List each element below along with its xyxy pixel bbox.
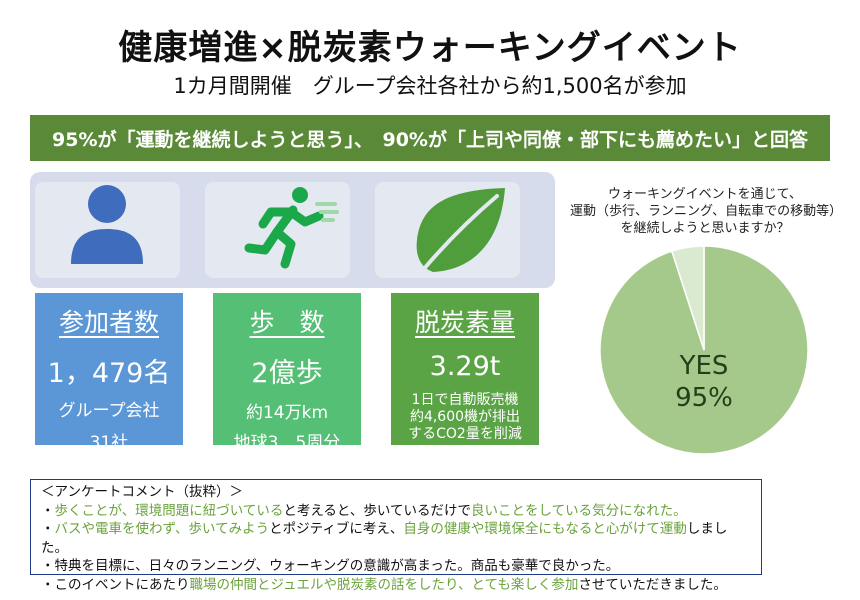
comment-bullet: ・ <box>41 502 55 519</box>
pie-slice-other <box>670 245 705 351</box>
comment-text: ・このイベントにあたり <box>41 576 190 593</box>
carbon-note-2: 約4,600機が排出 <box>409 409 521 425</box>
carbon-note-1: 1日で自動販売機 <box>411 392 519 408</box>
page-subtitle: 1カ月間開催 グループ会社各社から約1,500名が参加 <box>173 74 687 98</box>
participants-note-2: 31社 <box>89 433 129 453</box>
result-banner: 95%が「運動を継続しようと思う」、 90%が「上司や同僚・部下にも薦めたい」と… <box>30 115 830 161</box>
comment-bullet: ・ <box>41 521 55 537</box>
steps-label: 歩 数 <box>249 308 325 337</box>
comment-text: させていただきました。 <box>578 576 727 593</box>
survey-pie-chart: YES 95% <box>599 245 809 455</box>
result-banner-text: 95%が「運動を継続しようと思う」、 90%が「上司や同僚・部下にも薦めたい」と… <box>52 128 808 151</box>
page-title: 健康増進×脱炭素ウォーキングイベント <box>118 28 742 68</box>
comment-text: と考えると、歩いているだけで <box>283 502 471 519</box>
steps-value: 2億歩 <box>251 358 323 389</box>
carbon-icon-tile <box>375 182 520 278</box>
survey-question-line-2: 運動（歩行、ランニング、自転車での移動等） <box>570 204 843 219</box>
participants-card: 参加者数 1，479名 グループ会社 31社 <box>35 293 183 453</box>
comment-text: しました。 <box>41 521 728 556</box>
participants-label: 参加者数 <box>58 308 159 337</box>
comment-highlight: 歩くことが、環境問題に紐づいている <box>54 502 284 519</box>
survey-question-line-1: ウォーキングイベントを通じて、 <box>608 187 802 202</box>
comment-highlight: 良いことをしている気分になれた。 <box>470 502 687 519</box>
comment-highlight: バスや電車を使わず、歩いてみよう <box>54 521 270 537</box>
carbon-label: 脱炭素量 <box>414 308 515 337</box>
survey-comments-box: ＜アンケートコメント（抜粋）＞ ・歩くことが、環境問題に紐づいていると考えると、… <box>30 479 762 593</box>
pie-answer-label: YES <box>679 351 729 381</box>
participants-icon-tile <box>35 182 180 278</box>
carbon-card: 脱炭素量 3.29t 1日で自動販売機 約4,600機が排出 するCO2量を削減 <box>391 293 539 445</box>
comment-item: ・バスや電車を使わず、歩いてみようとポジティブに考え、自身の健康や環境保全にもな… <box>41 520 751 557</box>
participants-note-1: グループ会社 <box>58 401 160 421</box>
steps-note-1: 約14万km <box>245 403 329 423</box>
comment-item: ・このイベントにあたり職場の仲間とジュエルや脱炭素の話をしたり、とても楽しく参加… <box>41 576 751 595</box>
pie-answer-percent: 95% <box>675 383 733 413</box>
comment-highlight: 自身の健康や環境保全にもなると心がけて運動 <box>403 521 687 537</box>
participants-value: 1，479名 <box>47 358 171 389</box>
comment-highlight: 職場の仲間とジュエルや脱炭素の話をしたり、とても楽しく参加 <box>189 576 579 593</box>
steps-card: 歩 数 2億歩 約14万km 地球3．5周分 <box>213 293 361 453</box>
leaf-icon <box>416 188 505 272</box>
comment-item: ・特典を目標に、日々のランニング、ウォーキングの意識が高まった。商品も豪華で良か… <box>41 558 620 574</box>
comment-text: とポジティブに考え、 <box>269 521 404 537</box>
steps-note-2: 地球3．5周分 <box>233 433 341 453</box>
carbon-note-3: するCO2量を削減 <box>408 426 522 442</box>
comment-item: ・歩くことが、環境問題に紐づいていると考えると、歩いているだけで良いことをしてい… <box>41 502 751 521</box>
person-icon <box>71 185 143 264</box>
survey-question: ウォーキングイベントを通じて、 運動（歩行、ランニング、自転車での移動等） を継… <box>570 186 843 237</box>
survey-question-line-3: を継続しようと思いますか？ <box>620 221 790 236</box>
steps-icon-tile <box>205 182 350 278</box>
carbon-value: 3.29t <box>429 351 501 382</box>
running-figure-icon <box>244 187 339 269</box>
comments-header: ＜アンケートコメント（抜粋）＞ <box>41 484 243 500</box>
